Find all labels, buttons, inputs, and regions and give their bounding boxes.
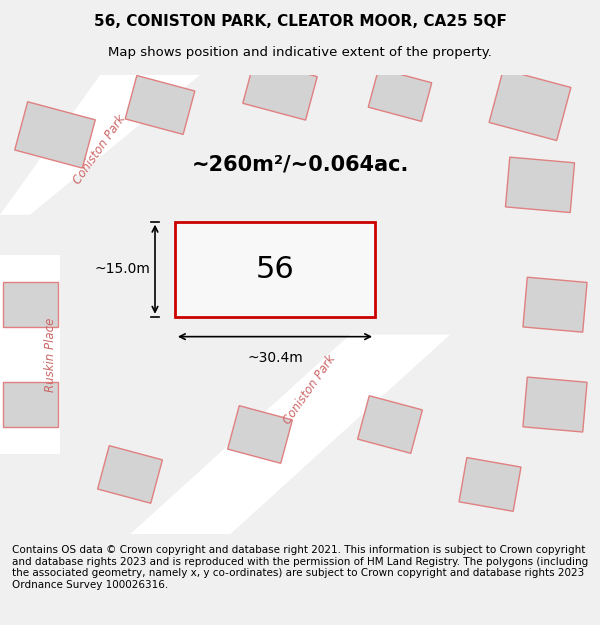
Bar [523, 278, 587, 332]
Text: Ruskin Place: Ruskin Place [44, 318, 56, 392]
Text: 56, CONISTON PARK, CLEATOR MOOR, CA25 5QF: 56, CONISTON PARK, CLEATOR MOOR, CA25 5Q… [94, 14, 506, 29]
Bar [125, 76, 195, 134]
Bar [368, 69, 432, 121]
Bar [459, 458, 521, 511]
Bar [15, 102, 95, 168]
Text: Map shows position and indicative extent of the property.: Map shows position and indicative extent… [108, 46, 492, 59]
Text: Coniston Park: Coniston Park [71, 112, 128, 187]
Bar [2, 382, 58, 427]
Bar [2, 282, 58, 327]
Text: Coniston Park: Coniston Park [281, 352, 338, 427]
Bar [227, 406, 292, 463]
Text: ~15.0m: ~15.0m [94, 262, 150, 276]
Bar [523, 377, 587, 432]
Text: ~260m²/~0.064ac.: ~260m²/~0.064ac. [191, 155, 409, 175]
Bar [98, 446, 163, 503]
Text: 56: 56 [256, 255, 295, 284]
Bar [358, 396, 422, 453]
Text: ~30.4m: ~30.4m [247, 351, 303, 364]
Polygon shape [0, 255, 60, 454]
Text: Contains OS data © Crown copyright and database right 2021. This information is : Contains OS data © Crown copyright and d… [12, 545, 588, 590]
Bar [243, 60, 317, 120]
Polygon shape [0, 75, 200, 215]
Bar [505, 157, 575, 212]
Bar [489, 69, 571, 141]
Bar [175, 222, 375, 317]
Polygon shape [130, 334, 450, 534]
